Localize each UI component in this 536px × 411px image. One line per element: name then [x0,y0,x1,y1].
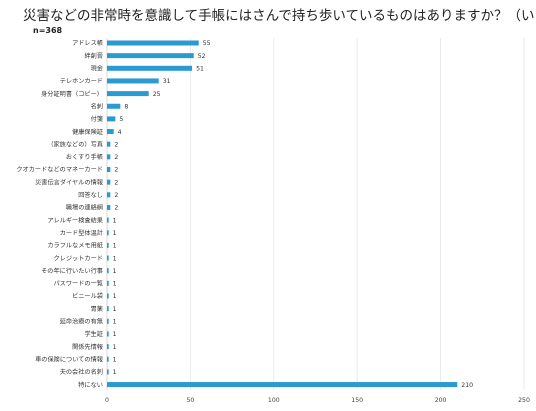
bar [107,230,109,236]
value-label: 2 [114,154,118,161]
bar [107,103,121,109]
value-label: 2 [114,167,118,174]
x-tick-labels: 0 50 100 150 200 250 [105,397,530,404]
bar [107,91,149,97]
category-label: 災害伝言ダイヤルの情報 [35,178,103,186]
value-label: 55 [203,40,211,47]
value-label: 1 [113,356,117,363]
value-label: 51 [196,66,204,73]
bar [107,318,109,324]
bar [107,65,193,71]
category-label: テレホンカード [60,78,103,85]
bar [107,331,109,337]
category-label: 健康保険証 [72,128,103,136]
category-label: 職場の連絡網 [66,204,103,212]
bar [107,167,111,172]
category-label: カラフルなメモ用紙 [47,242,103,250]
bar [107,242,109,248]
bar [107,179,111,185]
sample-size: n=368 [33,26,63,35]
x-tick-label: 200 [435,397,447,404]
bar [107,306,109,312]
bar [107,40,199,46]
bar [107,129,114,135]
category-label: 夫の会社の名刺 [60,368,103,376]
value-label: 2 [114,192,118,199]
value-label: 1 [113,243,117,250]
x-tick-label: 150 [351,397,363,404]
bar [107,116,116,122]
value-label: 1 [113,331,117,338]
bar [107,192,111,198]
bar [107,356,109,362]
chart-title: 災害などの非常時を意識して手帳にはさんで持ち歩いているものはありますか？（いくつ… [23,7,536,24]
value-label: 31 [163,78,171,85]
value-label: 4 [118,129,122,136]
value-label: 1 [113,344,117,351]
bar [107,141,111,147]
category-label: カード型体温計 [60,229,103,237]
category-label: アドレス帳 [72,39,103,47]
category-label: パスワードの一覧 [54,280,104,288]
value-label: 1 [113,293,117,300]
value-label: 52 [198,53,206,60]
value-label: 1 [113,306,117,313]
category-label: 胃薬 [91,305,103,313]
x-tick-label: 0 [105,397,109,404]
category-label: 付箋 [91,115,103,123]
value-label: 1 [113,217,117,224]
value-label: 2 [114,141,118,148]
bar [107,293,109,299]
value-label: 1 [113,319,117,326]
category-label: 絆創膏 [84,52,103,60]
bar [107,255,109,261]
value-label: 210 [461,382,473,389]
value-label: 25 [153,91,161,98]
bar [107,78,159,84]
x-tick-label: 50 [186,397,194,404]
bars [107,40,458,388]
category-label: アレルギー検査結果 [47,216,103,224]
value-label: 1 [113,369,117,376]
category-label: 回答なし [78,191,103,199]
bar [107,53,194,59]
category-label: 特にない [78,381,103,389]
value-label: 2 [114,179,118,186]
category-label: 身分証明書（コピー） [41,90,103,98]
value-label: 1 [113,268,117,275]
bar [107,280,109,286]
x-tick-label: 250 [518,397,530,404]
category-label: ビニール袋 [72,292,103,300]
category-label: クオカードなどのマネーカード [16,166,103,174]
category-label: クレジットカード [54,255,104,262]
category-label: その年に行いたい行事 [41,267,103,275]
value-label: 1 [113,281,117,288]
category-label: 車の保険についての情報 [35,355,103,363]
bar [107,369,109,375]
bar [107,154,111,160]
value-label: 2 [114,205,118,212]
category-label: 名刺 [91,102,103,110]
bar [107,268,109,274]
value-label: 1 [113,230,117,237]
value-label: 8 [124,103,128,110]
category-label: 現金 [91,65,104,73]
value-label: 5 [119,116,123,123]
gridlines [106,38,525,390]
category-label: 関係先情報 [72,343,103,351]
category-label: 延命治療の有無 [60,318,103,326]
bar [107,217,109,223]
value-label: 1 [113,255,117,262]
x-tick-label: 100 [268,397,280,404]
category-label: 学生証 [84,330,103,338]
category-label: おくすり手帳 [66,153,103,161]
bar [107,344,109,350]
bar [107,382,458,388]
bar [107,204,111,210]
category-label: （家族などの）写真 [47,140,103,148]
